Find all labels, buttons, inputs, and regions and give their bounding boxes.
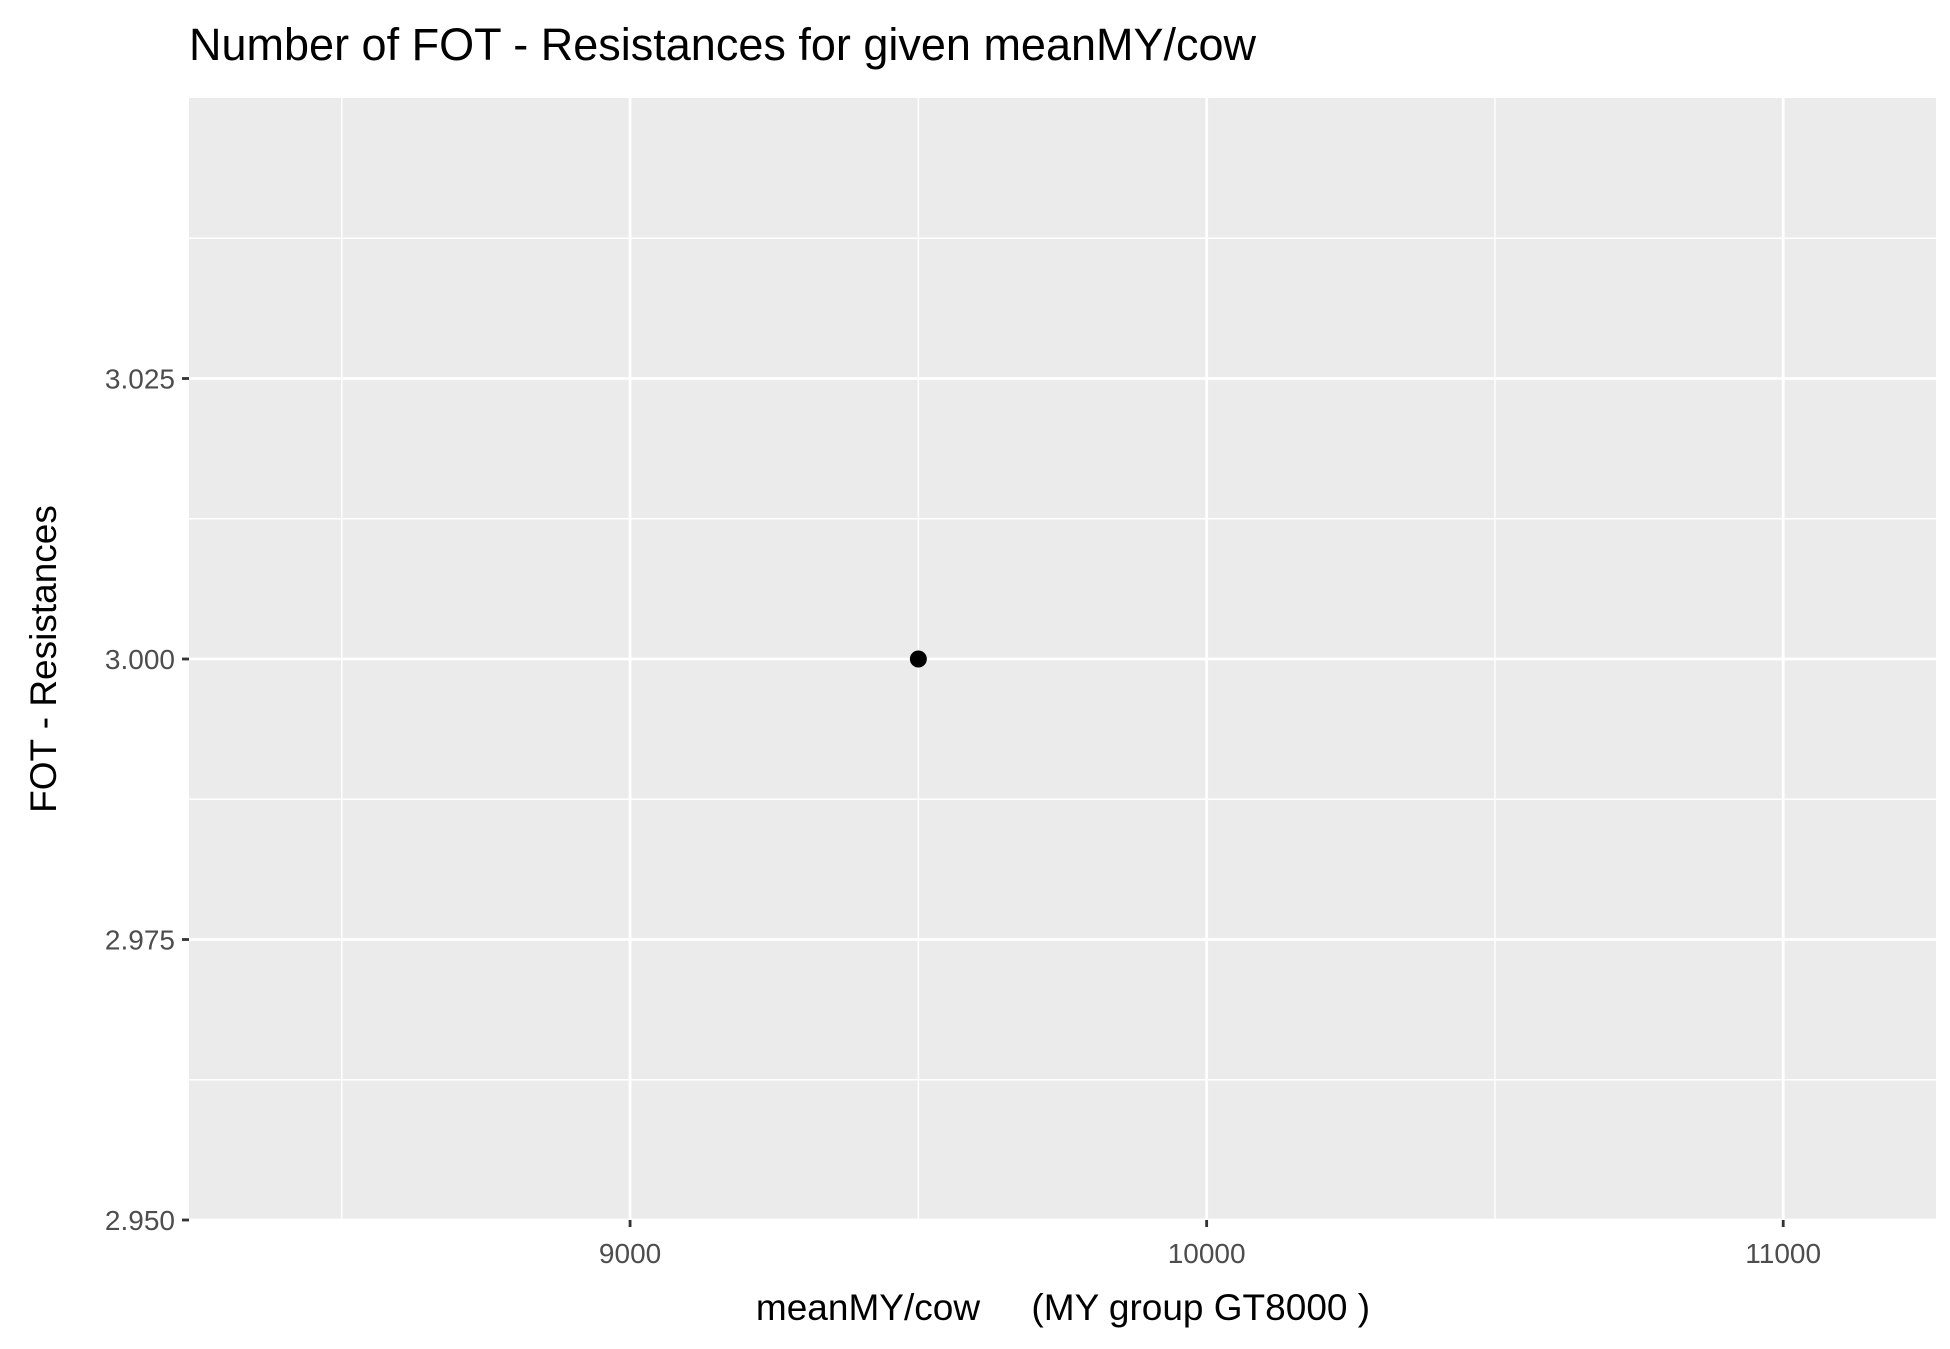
y-axis-title: FOT - Resistances xyxy=(23,505,64,813)
y-tick-label: 3.000 xyxy=(105,644,175,675)
x-axis-tick-labels: 9000 10000 11000 xyxy=(599,1238,1821,1269)
data-points xyxy=(909,650,927,668)
x-tick-label: 11000 xyxy=(1745,1238,1821,1269)
x-tick-label: 10000 xyxy=(1168,1238,1246,1269)
y-tick-label: 2.975 xyxy=(105,925,175,956)
x-tick-label: 9000 xyxy=(599,1238,661,1269)
major-gridlines xyxy=(189,98,1936,1222)
axis-ticks xyxy=(182,377,1785,1227)
y-axis-tick-labels: 2.950 2.975 3.000 3.025 xyxy=(105,364,175,1237)
x-axis-title: meanMY/cow (MY group GT8000 ) xyxy=(756,1287,1370,1328)
y-tick-label: 3.025 xyxy=(105,364,175,395)
y-tick-label: 2.950 xyxy=(105,1205,175,1236)
data-point xyxy=(909,650,927,668)
chart-title: Number of FOT - Resistances for given me… xyxy=(189,19,1257,70)
